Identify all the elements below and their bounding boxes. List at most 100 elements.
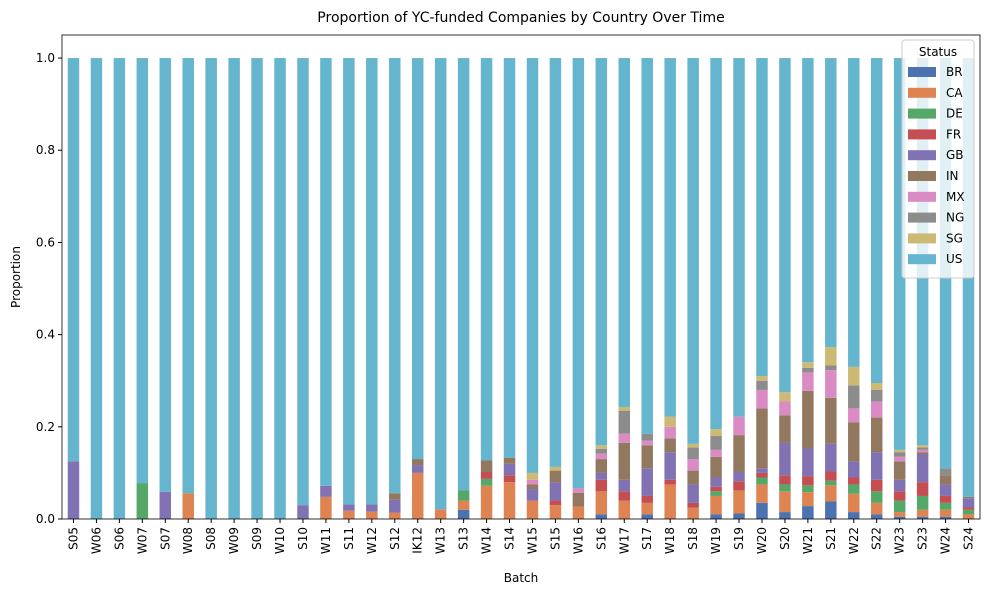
x-tick-label: S16 [594,527,608,550]
bar-segment [159,491,172,519]
legend-label: NG [946,211,964,225]
legend-title: Status [919,45,957,59]
legend-label: US [946,252,962,266]
bar-segment [870,502,883,515]
bar-segment [733,490,745,514]
bar-segment [870,401,883,418]
bar-segment [618,500,631,519]
x-tick-label: S21 [824,527,838,550]
bar-segment [802,390,814,449]
bar-segment [756,468,768,473]
bar-segment [733,471,745,482]
bar-segment [572,58,585,489]
x-tick-label: S15 [548,527,562,550]
bar-segment [457,509,470,519]
bar-segment [848,58,860,367]
bar-segment [320,485,332,497]
x-tick-label: S18 [686,527,700,550]
bar-segment [962,509,975,515]
y-tick-label: 0.8 [36,143,55,157]
bar-segment [618,479,631,492]
bar-segment [480,460,493,472]
bar-segment [710,514,722,519]
bar-segment [411,465,424,473]
x-tick-label: S05 [66,527,80,550]
bar-segment [434,58,447,510]
bar-segment [825,397,837,444]
bar-segment [825,501,837,519]
x-tick-label: S22 [870,527,884,550]
bar-segment [687,443,699,448]
bar-segment [503,475,516,483]
bar-segment [595,459,608,473]
bar-segment [893,452,906,457]
bar-segment [733,435,745,472]
bar-segment [595,491,608,515]
bar-segment [825,347,837,366]
bar-segment [687,470,699,485]
bar-segment [664,452,676,480]
bar-segment [664,438,676,453]
bar-segment [618,442,631,480]
legend-swatch [908,67,936,77]
bar-segment [182,493,194,519]
bar-segment [549,466,562,471]
x-tick-label: S12 [388,527,402,550]
bar-segment [893,58,906,450]
bar-segment [618,491,631,501]
bar-segment [916,452,929,455]
legend-swatch [908,150,936,161]
bar-segment [825,443,837,472]
bar-segment [503,457,516,464]
x-tick-label: W23 [893,527,907,554]
bar-segment [457,490,470,501]
bar-segment [366,504,378,512]
bar-segment [825,365,837,371]
bar-segment [848,366,860,386]
bar-segment [90,58,103,520]
bar-segment [756,484,768,503]
bar-segment [848,422,860,462]
y-tick-label: 1.0 [36,51,55,65]
bar-segment [893,461,906,480]
bar-segment [274,58,286,520]
legend-swatch [908,171,936,181]
x-tick-label: S08 [204,527,218,550]
bar-segment [802,448,814,477]
bar-segment [825,370,837,398]
bar-segment [870,417,883,453]
bar-segment [526,484,539,490]
legend-label: BR [946,65,963,79]
bar-segment [595,58,608,446]
bar-segment [939,495,952,503]
legend-label: FR [946,127,961,141]
bar-segment [389,493,401,500]
bar-segment [664,484,676,519]
bar-segment [343,58,355,505]
bar-segment [595,448,608,454]
bar-segment [779,484,791,492]
x-tick-label: W06 [89,527,103,554]
bar-segment [779,392,791,402]
bar-segment [848,408,860,423]
bar-segment [756,472,768,478]
bar-segment [916,449,929,453]
bar-segment [136,483,149,519]
bar-segment [457,500,470,510]
bar-segment [710,436,722,450]
bar-segment [848,477,860,485]
bar-segment [916,516,929,519]
bar-segment [687,459,699,471]
bar-segment [756,389,768,409]
bar-segment [802,367,814,373]
bar-segment [205,58,217,520]
bar-segment [939,502,952,510]
y-tick-label: 0.2 [36,420,55,434]
bar-segment [366,58,378,505]
bar-segment [733,513,745,519]
bar-segment [962,507,975,510]
bar-segment [802,492,814,507]
bar-segment [67,461,80,519]
bar-segment [939,516,952,519]
